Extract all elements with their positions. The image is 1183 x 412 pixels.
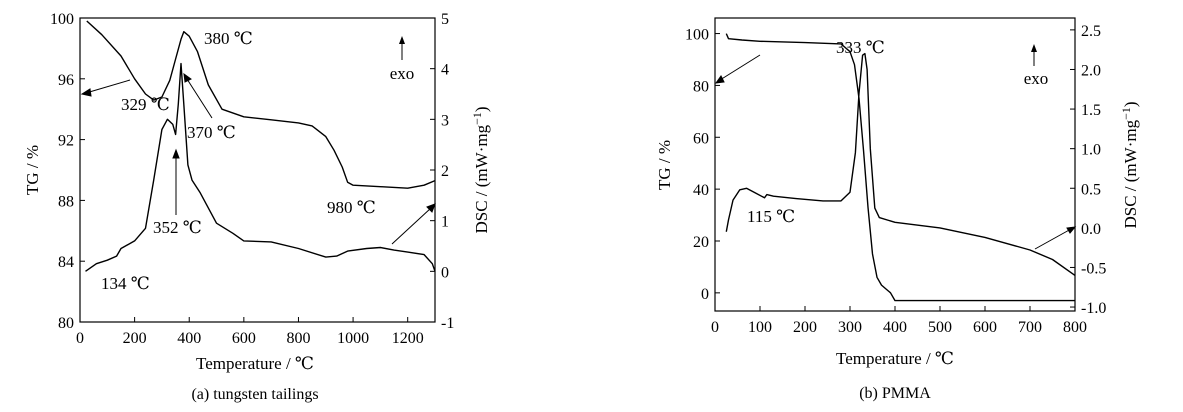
dsc-curve (725, 52, 1076, 276)
y-axis-label-right: DSC / (mW·mg−1) (470, 106, 491, 233)
x-axis-label: Temperature / ℃ (836, 349, 954, 368)
x-tick-label: 200 (123, 330, 147, 347)
x-tick-label: 600 (232, 330, 256, 347)
dsc-curve (85, 62, 436, 272)
annotation-329: 329 ℃ (121, 95, 170, 114)
annotation-333: 333 ℃ (836, 38, 885, 57)
x-axis-label: Temperature / ℃ (196, 354, 314, 373)
y-left-tick-label: 92 (58, 133, 74, 150)
y-right-tick-label: 3 (441, 112, 449, 129)
x-tick-label: 800 (1063, 319, 1087, 336)
annotation-arrows (80, 72, 436, 245)
x-tick-label: 600 (973, 319, 997, 336)
chart-pmma: 0 100 200 300 400 500 600 700 800 0 20 40 60 80 100 -1.… (655, 17, 1140, 402)
y-left-tick-label: 88 (58, 193, 74, 210)
y-left-tick-label: 60 (693, 130, 709, 147)
y-left-tick-label: 100 (50, 11, 74, 28)
annotation-arrows (714, 54, 1077, 250)
chart-caption: (a) tungsten tailings (191, 386, 318, 403)
y-right-tick-label: 1.0 (1081, 142, 1101, 159)
exo-label: exo (390, 64, 415, 83)
y-left-tick-label: 80 (693, 78, 709, 95)
y-left-tick-label: 80 (58, 315, 74, 332)
x-tick-label: 400 (883, 319, 907, 336)
x-tick-label: 500 (928, 319, 952, 336)
data-lines (725, 33, 1076, 302)
tg-curve (725, 33, 1075, 302)
y-right-tick-label: 2.0 (1081, 62, 1101, 79)
y-axis-label-left: TG / % (655, 140, 674, 190)
x-tick-label: 1200 (392, 330, 424, 347)
plot-frame (714, 17, 1076, 312)
annotation-380: 380 ℃ (204, 29, 253, 48)
y-left-tick-label: 96 (58, 72, 74, 89)
annotation-370: 370 ℃ (187, 123, 236, 142)
y-right-tick-label: 1.5 (1081, 102, 1101, 119)
x-tick-label: 1000 (337, 330, 369, 347)
exo-label: exo (1024, 69, 1049, 88)
x-tick-label: 0 (76, 330, 84, 347)
x-tick-label: 700 (1018, 319, 1042, 336)
axis-ticks: 0 200 400 600 800 1000 1200 80 84 88 92 96 100 -1 0 1 2 3… (50, 11, 454, 347)
tg-curve (86, 20, 436, 189)
axis-ticks: 0 100 200 300 400 500 600 700 800 0 20 40 60 80 100 -1.… (685, 23, 1106, 336)
annotation-352: 352 ℃ (153, 218, 202, 237)
x-tick-label: 200 (793, 319, 817, 336)
exo-arrow-icon (399, 36, 405, 60)
y-right-tick-label: 0.0 (1081, 221, 1101, 238)
y-left-tick-label: 40 (693, 182, 709, 199)
y-right-tick-label: 0.5 (1081, 181, 1101, 198)
annotation-115: 115 ℃ (747, 207, 795, 226)
x-tick-label: 100 (748, 319, 772, 336)
y-right-tick-label: 0 (441, 264, 449, 281)
y-right-tick-label: 5 (441, 11, 449, 28)
x-tick-label: 400 (177, 330, 201, 347)
y-axis-label-right: DSC / (mW·mg−1) (1119, 101, 1140, 228)
annotation-980: 980 ℃ (327, 198, 376, 217)
y-left-tick-label: 20 (693, 234, 709, 251)
annotation-134: 134 ℃ (101, 274, 150, 293)
y-left-tick-label: 84 (58, 254, 74, 271)
chart-tungsten-tailings: 0 200 400 600 800 1000 1200 80 84 88 92 96 100 -1 0 1 2 3… (23, 11, 491, 403)
y-left-tick-label: 0 (701, 286, 709, 303)
chart-caption: (b) PMMA (859, 385, 931, 402)
x-tick-label: 800 (286, 330, 310, 347)
y-axis-label-left: TG / % (23, 145, 42, 195)
x-tick-label: 300 (838, 319, 862, 336)
y-left-tick-label: 100 (685, 27, 709, 44)
data-lines (85, 20, 436, 272)
y-right-tick-label: -1.0 (1081, 300, 1106, 317)
y-right-tick-label: 2.5 (1081, 23, 1101, 40)
exo-arrow-icon (1031, 44, 1037, 66)
y-right-tick-label: -0.5 (1081, 260, 1106, 277)
y-right-tick-label: -1 (441, 315, 454, 332)
x-tick-label: 0 (711, 319, 719, 336)
y-right-tick-label: 4 (441, 62, 449, 79)
y-right-tick-label: 2 (441, 163, 449, 180)
y-right-tick-label: 1 (441, 214, 449, 231)
